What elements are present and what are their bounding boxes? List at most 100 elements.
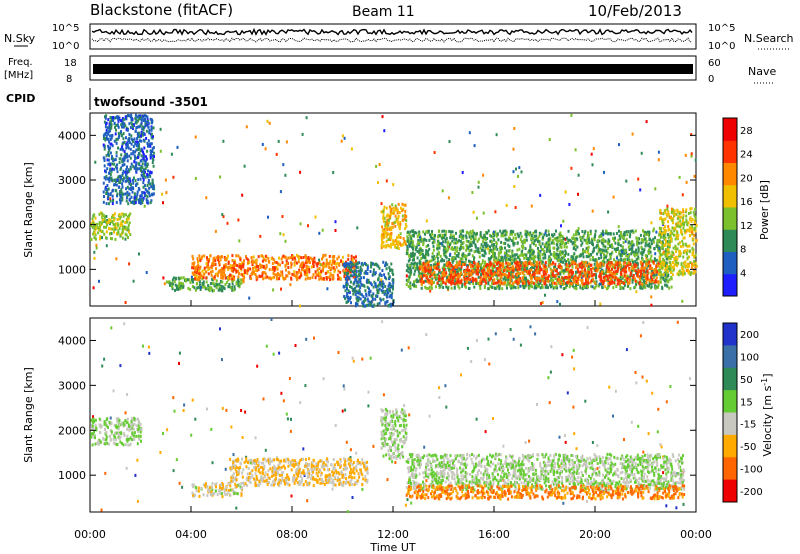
data-cell [281,261,284,265]
scatter-cell [482,211,485,215]
data-cell [315,273,318,277]
data-cell [152,192,155,196]
data-cell [537,246,539,250]
data-cell [505,283,508,287]
data-cell [622,286,625,290]
data-cell [666,279,669,283]
data-cell [220,273,223,277]
data-cell [572,241,575,245]
data-cell [575,287,578,291]
data-cell [453,270,456,274]
scatter-cell [590,152,593,156]
data-cell [249,274,252,278]
data-cell [616,263,619,267]
data-cell [575,270,577,274]
data-cell [121,198,124,202]
data-cell [127,223,130,227]
data-cell [632,231,635,234]
data-cell [452,259,455,263]
scatter-cell [243,164,246,168]
data-cell [182,276,185,280]
data-cell [130,121,133,125]
scatter-cell [562,219,565,223]
data-cell [544,276,547,280]
data-cell [466,246,468,250]
data-cell [431,251,434,255]
data-cell [374,282,377,286]
data-cell [455,270,458,274]
data-cell [109,138,112,141]
data-cell [537,258,540,262]
data-cell [99,235,102,239]
data-cell [515,277,517,281]
data-cell [186,278,189,282]
data-cell [369,290,372,294]
data-cell [544,253,547,257]
data-cell [432,268,435,272]
scatter-cell [377,181,379,185]
data-cell [107,227,110,231]
data-cell [194,277,197,281]
data-cell [591,239,594,243]
data-cell [355,280,358,284]
scatter-cell [482,173,485,177]
data-cell [322,255,325,259]
data-cell [140,194,143,198]
data-cell [531,281,534,285]
data-cell [601,250,604,254]
data-cell [99,228,101,232]
data-cell [134,116,137,120]
data-cell [638,280,641,284]
data-cell [343,285,346,289]
data-cell [117,231,119,235]
data-cell [112,119,114,122]
data-cell [592,258,595,262]
data-cell [491,270,494,273]
data-cell [634,260,637,263]
data-cell [532,250,535,254]
data-cell [436,276,439,280]
data-cell [668,278,671,282]
data-cell [127,226,130,230]
data-cell [128,192,131,196]
data-cell [106,219,109,222]
data-cell [132,181,135,185]
data-cell [207,259,210,263]
data-cell [116,163,119,167]
data-cell [309,261,311,264]
data-cell [506,281,509,285]
data-cell [148,182,151,186]
data-cell [500,232,503,236]
data-cell [363,271,366,275]
data-cell [650,285,653,289]
data-cell [355,262,358,266]
data-cell [146,162,149,166]
data-cell [512,267,515,271]
data-cell [461,260,464,264]
data-cell [135,126,138,130]
data-cell [364,298,367,302]
data-cell [352,292,355,296]
data-cell [362,295,365,299]
data-cell [132,127,134,130]
scatter-cell [319,263,322,266]
data-cell [481,279,484,283]
data-cell [287,256,290,260]
scatter-cell [138,252,140,256]
data-cell [641,274,644,278]
data-cell [619,237,622,241]
data-cell [121,157,124,161]
data-cell [549,256,552,260]
data-cell [218,261,221,265]
data-cell [511,258,514,262]
scatter-cell [280,287,282,291]
data-cell [659,274,662,278]
data-cell [132,152,135,156]
data-cell [151,179,154,183]
data-cell [451,230,454,234]
data-cell [179,287,182,291]
scatter-cell [95,246,98,250]
data-cell [474,243,477,247]
data-cell [191,271,194,275]
data-cell [119,201,122,205]
